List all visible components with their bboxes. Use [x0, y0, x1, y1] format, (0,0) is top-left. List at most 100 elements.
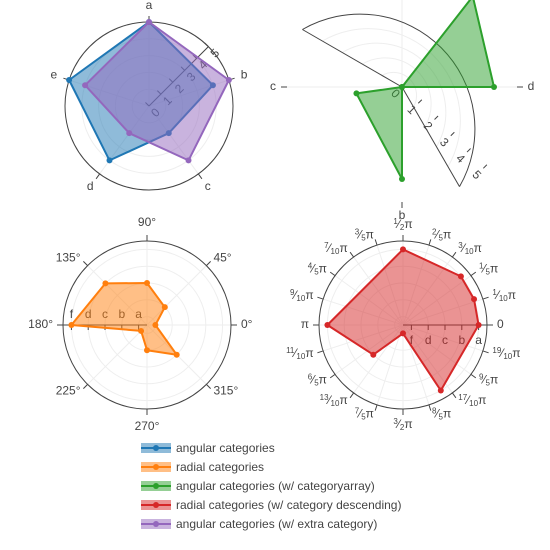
angular-grid-line	[87, 324, 148, 385]
legend-marker	[153, 521, 159, 527]
series-line	[84, 21, 230, 162]
data-point	[82, 82, 89, 89]
angular-tick-label: π	[301, 317, 309, 331]
angular-tick-label: 1⁄2π	[393, 217, 412, 232]
angular-tick-label: c	[270, 79, 276, 93]
data-point	[400, 330, 406, 337]
data-point	[106, 157, 113, 164]
angular-tick-label: 11⁄10π	[286, 346, 314, 361]
angular-tick	[349, 251, 355, 258]
legend-item: radial categories	[141, 460, 264, 474]
data-point	[225, 77, 232, 84]
radial-tick-label: f	[70, 307, 74, 321]
angular-tick-label: 17⁄10π	[458, 393, 486, 408]
legend-item: angular categories (w/ extra category)	[141, 517, 377, 531]
angular-tick-label: 90°	[138, 215, 156, 229]
legend-item: angular categories	[141, 441, 275, 455]
angular-tick-label: 9⁄10π	[290, 288, 314, 303]
angular-tick-label: 180°	[28, 317, 53, 331]
angular-tick-label: 225°	[56, 384, 81, 398]
radial-tick-label: 4	[453, 151, 468, 166]
radial-tick-label: 5	[208, 46, 223, 61]
data-point	[185, 157, 192, 164]
angular-tick	[83, 384, 88, 389]
radial-tick-label: 1	[404, 102, 419, 117]
legend-label: radial categories	[176, 460, 264, 474]
polar-subplot-radial-categories: 0°45°90°135°180°225°270°315°abcdf	[28, 215, 253, 433]
angular-tick-label: 135°	[56, 251, 81, 265]
data-point	[138, 327, 145, 334]
data-point	[399, 84, 405, 90]
angular-tick-label: 19⁄10π	[492, 346, 520, 361]
angular-tick-label: 7⁄10π	[324, 241, 348, 256]
angular-tick	[482, 350, 489, 354]
radial-tick	[434, 115, 439, 120]
angular-tick-label: 270°	[135, 419, 160, 433]
data-point	[68, 322, 75, 328]
angular-tick-label: 1⁄10π	[492, 288, 516, 303]
data-point	[126, 130, 133, 137]
legend-item: angular categories (w/ categoryarray)	[141, 479, 375, 493]
series-1	[82, 19, 232, 164]
sector-edge	[302, 29, 403, 88]
data-point	[457, 273, 464, 280]
legend-marker	[153, 502, 159, 508]
angular-tick	[317, 296, 324, 300]
angular-tick-label: e	[51, 67, 58, 81]
angular-tick-label: 4⁄5π	[308, 262, 327, 277]
series-0	[353, 0, 497, 182]
data-point	[146, 19, 152, 25]
angular-tick-label: 0°	[241, 317, 253, 331]
data-point	[144, 280, 150, 286]
angular-tick-label: 8⁄5π	[432, 407, 451, 422]
angular-tick	[451, 392, 457, 399]
data-point	[144, 347, 150, 354]
angular-tick-label: a	[146, 0, 153, 12]
angular-tick-label: 7⁄5π	[355, 407, 374, 422]
data-point	[399, 176, 405, 182]
angular-tick	[349, 392, 355, 399]
data-point	[102, 280, 109, 287]
data-point	[471, 296, 478, 303]
radial-tick-label: 2	[421, 119, 436, 134]
angular-tick-label: 45°	[213, 251, 231, 265]
radial-tick	[417, 99, 423, 104]
radial-tick-label: 3	[437, 135, 452, 150]
data-point	[491, 84, 497, 90]
angular-tick	[470, 271, 477, 277]
legend: angular categories radial categories angul…	[141, 441, 401, 531]
data-point	[437, 387, 444, 394]
legend-label: radial categories (w/ category descendin…	[176, 498, 401, 512]
angular-tick	[451, 251, 457, 258]
data-point	[173, 351, 180, 358]
angular-tick-label: 6⁄5π	[308, 372, 327, 387]
angular-tick	[482, 296, 489, 300]
angular-tick	[374, 239, 378, 246]
legend-marker	[153, 445, 159, 451]
legend-label: angular categories (w/ categoryarray)	[176, 479, 375, 493]
series-line	[355, 0, 495, 180]
angular-tick	[83, 261, 88, 266]
data-point	[353, 90, 360, 97]
angular-grid-line	[376, 324, 404, 406]
angular-tick-label: b	[241, 67, 248, 81]
radial-axis-line	[401, 86, 460, 187]
legend-label: angular categories (w/ extra category)	[176, 517, 377, 531]
radial-tick	[466, 148, 471, 153]
series-0	[324, 246, 482, 394]
polar-subplot-categoryarray: dcb012345	[270, 0, 534, 222]
angular-tick	[428, 239, 432, 246]
angular-tick-label: 3⁄10π	[458, 241, 482, 256]
angular-tick	[206, 384, 211, 389]
angular-tick-label: 3⁄5π	[355, 228, 374, 243]
angular-tick-label: 0	[497, 317, 504, 331]
legend-item: radial categories (w/ category descendin…	[141, 498, 401, 512]
legend-marker	[153, 483, 159, 489]
radial-tick	[450, 131, 455, 137]
radial-tick	[482, 164, 488, 169]
series-line	[70, 282, 178, 356]
angular-tick	[428, 404, 432, 411]
data-point	[161, 304, 168, 311]
data-point	[370, 351, 377, 358]
polar-subplot-angular-categories: abcde012345	[51, 0, 248, 193]
